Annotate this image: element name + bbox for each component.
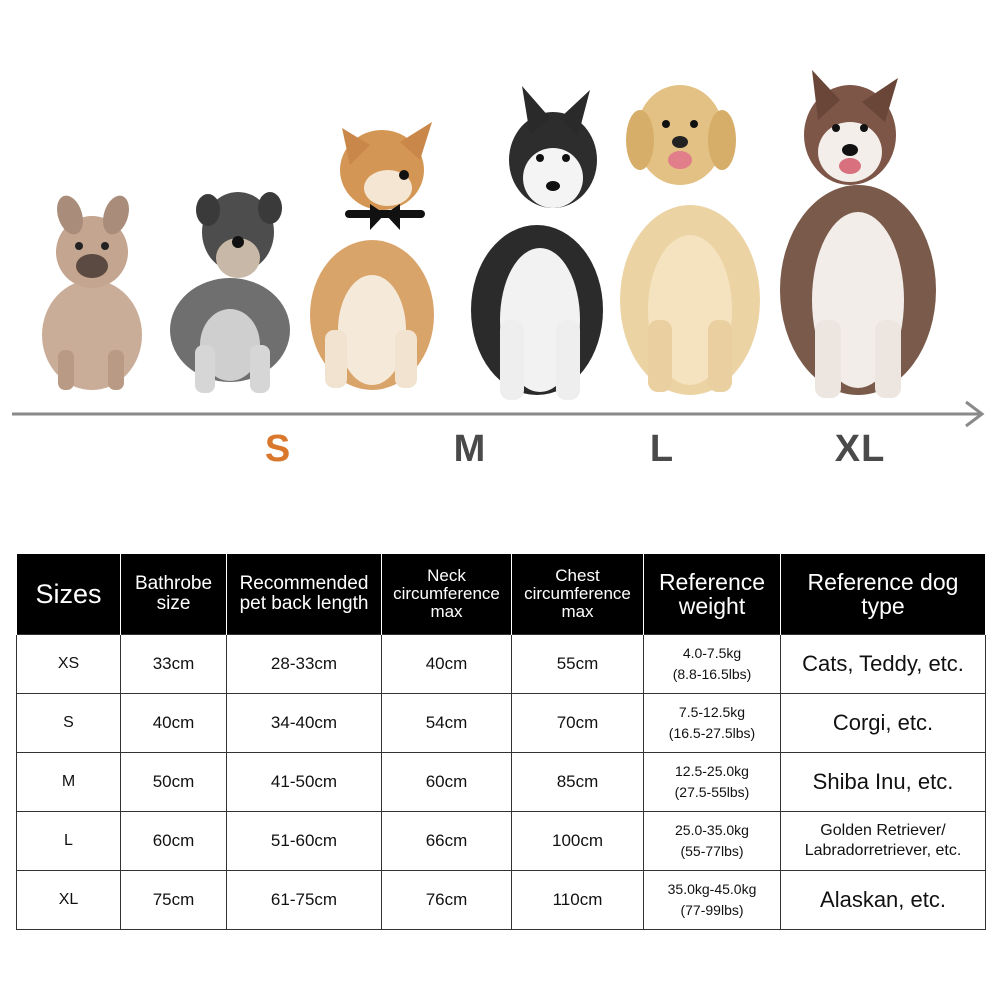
size-chart-table: Sizes Bathrobe size Recommended pet back… xyxy=(16,553,986,930)
golden-retriever-icon xyxy=(620,85,760,395)
table-row: L 60cm 51-60cm 66cm 100cm 25.0-35.0kg (5… xyxy=(16,811,986,871)
cell-chest: 100cm xyxy=(511,811,644,871)
weight-kg: 7.5-12.5kg xyxy=(678,704,746,720)
cell-back: 34-40cm xyxy=(226,693,382,753)
header-dog-type: Reference dog type xyxy=(780,553,986,635)
cell-weight: 25.0-35.0kg (55-77lbs) xyxy=(643,811,781,871)
cell-bathrobe: 40cm xyxy=(120,693,227,753)
cell-dog-type: Cats, Teddy, etc. xyxy=(780,634,986,694)
header-sizes: Sizes xyxy=(16,553,121,635)
table-header-row: Sizes Bathrobe size Recommended pet back… xyxy=(16,553,986,635)
cell-neck: 40cm xyxy=(381,634,512,694)
size-label-l-text: L xyxy=(649,428,675,470)
french-bulldog-icon xyxy=(42,195,142,390)
weight-lbs: (8.8-16.5lbs) xyxy=(672,666,752,682)
cell-size: L xyxy=(16,811,121,871)
cell-dog-type: Alaskan, etc. xyxy=(780,870,986,930)
dog-lineup xyxy=(12,70,985,428)
cell-bathrobe: 75cm xyxy=(120,870,227,930)
cell-size: XS xyxy=(16,634,121,694)
shiba-inu-icon xyxy=(310,122,434,390)
schnauzer-icon xyxy=(170,192,290,393)
weight-lbs: (77-99lbs) xyxy=(680,902,744,918)
size-label-s: S xyxy=(238,428,318,471)
cell-weight: 12.5-25.0kg (27.5-55lbs) xyxy=(643,752,781,812)
cell-bathrobe: 33cm xyxy=(120,634,227,694)
cell-dog-type: Shiba Inu, etc. xyxy=(780,752,986,812)
table-row: XS 33cm 28-33cm 40cm 55cm 4.0-7.5kg (8.8… xyxy=(16,634,986,694)
weight-kg: 25.0-35.0kg xyxy=(675,822,749,838)
size-label-xl: XL xyxy=(820,428,900,471)
cell-chest: 110cm xyxy=(511,870,644,930)
cell-size: XL xyxy=(16,870,121,930)
table-row: XL 75cm 61-75cm 76cm 110cm 35.0kg-45.0kg… xyxy=(16,870,986,930)
size-label-m: M xyxy=(430,428,510,471)
husky-icon xyxy=(471,86,603,400)
weight-lbs: (27.5-55lbs) xyxy=(674,784,750,800)
cell-neck: 66cm xyxy=(381,811,512,871)
cell-back: 28-33cm xyxy=(226,634,382,694)
dog-size-illustration: S M L XL xyxy=(0,0,1001,500)
header-bathrobe-size: Bathrobe size xyxy=(120,553,227,635)
weight-lbs: (16.5-27.5lbs) xyxy=(668,725,756,741)
cell-dog-type: Golden Retriever/ Labradorretriever, etc… xyxy=(780,811,986,871)
table-row: S 40cm 34-40cm 54cm 70cm 7.5-12.5kg (16.… xyxy=(16,693,986,753)
size-label-m-text: M xyxy=(453,428,487,470)
cell-weight: 35.0kg-45.0kg (77-99lbs) xyxy=(643,870,781,930)
cell-chest: 85cm xyxy=(511,752,644,812)
header-chest: Chest circumference max xyxy=(511,553,644,635)
cell-chest: 70cm xyxy=(511,693,644,753)
size-label-xl-text: XL xyxy=(834,428,886,470)
cell-bathrobe: 50cm xyxy=(120,752,227,812)
size-arrow-icon xyxy=(12,400,985,428)
cell-size: S xyxy=(16,693,121,753)
header-neck: Neck circumference max xyxy=(381,553,512,635)
size-label-l: L xyxy=(622,428,702,471)
weight-kg: 35.0kg-45.0kg xyxy=(667,881,757,897)
cell-size: M xyxy=(16,752,121,812)
cell-neck: 76cm xyxy=(381,870,512,930)
cell-back: 41-50cm xyxy=(226,752,382,812)
weight-lbs: (55-77lbs) xyxy=(680,843,744,859)
weight-kg: 4.0-7.5kg xyxy=(682,645,742,661)
header-back-length: Recommended pet back length xyxy=(226,553,382,635)
cell-weight: 4.0-7.5kg (8.8-16.5lbs) xyxy=(643,634,781,694)
cell-bathrobe: 60cm xyxy=(120,811,227,871)
weight-kg: 12.5-25.0kg xyxy=(675,763,749,779)
cell-dog-type: Corgi, etc. xyxy=(780,693,986,753)
cell-back: 61-75cm xyxy=(226,870,382,930)
cell-chest: 55cm xyxy=(511,634,644,694)
size-label-s-text: S xyxy=(264,428,292,470)
alaskan-malamute-icon xyxy=(780,70,936,398)
cell-weight: 7.5-12.5kg (16.5-27.5lbs) xyxy=(643,693,781,753)
cell-back: 51-60cm xyxy=(226,811,382,871)
cell-neck: 60cm xyxy=(381,752,512,812)
cell-neck: 54cm xyxy=(381,693,512,753)
header-weight: Reference weight xyxy=(643,553,781,635)
table-row: M 50cm 41-50cm 60cm 85cm 12.5-25.0kg (27… xyxy=(16,752,986,812)
